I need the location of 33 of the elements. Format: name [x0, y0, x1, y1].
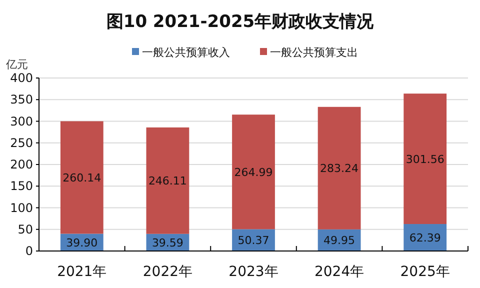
- y-tick-label: 300: [10, 114, 33, 128]
- y-tick-label: 150: [10, 179, 33, 194]
- bar: [404, 94, 447, 224]
- bar: [60, 121, 104, 234]
- y-tick-label: 100: [10, 200, 33, 215]
- data-label: 301.56: [406, 152, 444, 166]
- y-tick-label: 400: [10, 71, 33, 85]
- chart-title: 图10 2021-2025年财政收支情况: [106, 12, 375, 32]
- data-label: 49.95: [324, 234, 356, 248]
- x-tick-label: 2021年: [57, 264, 107, 280]
- data-label: 39.59: [152, 236, 184, 250]
- data-label: 260.14: [62, 171, 102, 184]
- data-label: 39.90: [66, 236, 98, 250]
- data-label: 50.37: [238, 234, 270, 248]
- data-label: 283.24: [320, 162, 359, 176]
- x-tick-label: 2023年: [228, 264, 278, 280]
- data-label: 62.39: [409, 232, 441, 245]
- y-tick-label: 0: [25, 244, 33, 258]
- legend-label: 一般公共预算收入: [142, 46, 230, 59]
- legend-label: 一般公共预算支出: [270, 46, 358, 59]
- x-tick-label: 2024年: [314, 264, 364, 280]
- y-tick-label: 250: [10, 136, 33, 150]
- y-tick-label: 50: [18, 222, 33, 236]
- bar: [232, 114, 275, 230]
- bar: [318, 106, 361, 230]
- y-axis-title: 亿元: [5, 58, 28, 71]
- y-tick-label: 350: [10, 92, 33, 107]
- x-tick-label: 2025年: [400, 264, 450, 280]
- x-tick-label: 2022年: [142, 264, 193, 280]
- bar: [146, 127, 190, 234]
- data-label: 264.99: [234, 166, 273, 179]
- y-tick-label: 200: [10, 158, 33, 172]
- data-label: 246.11: [148, 174, 187, 188]
